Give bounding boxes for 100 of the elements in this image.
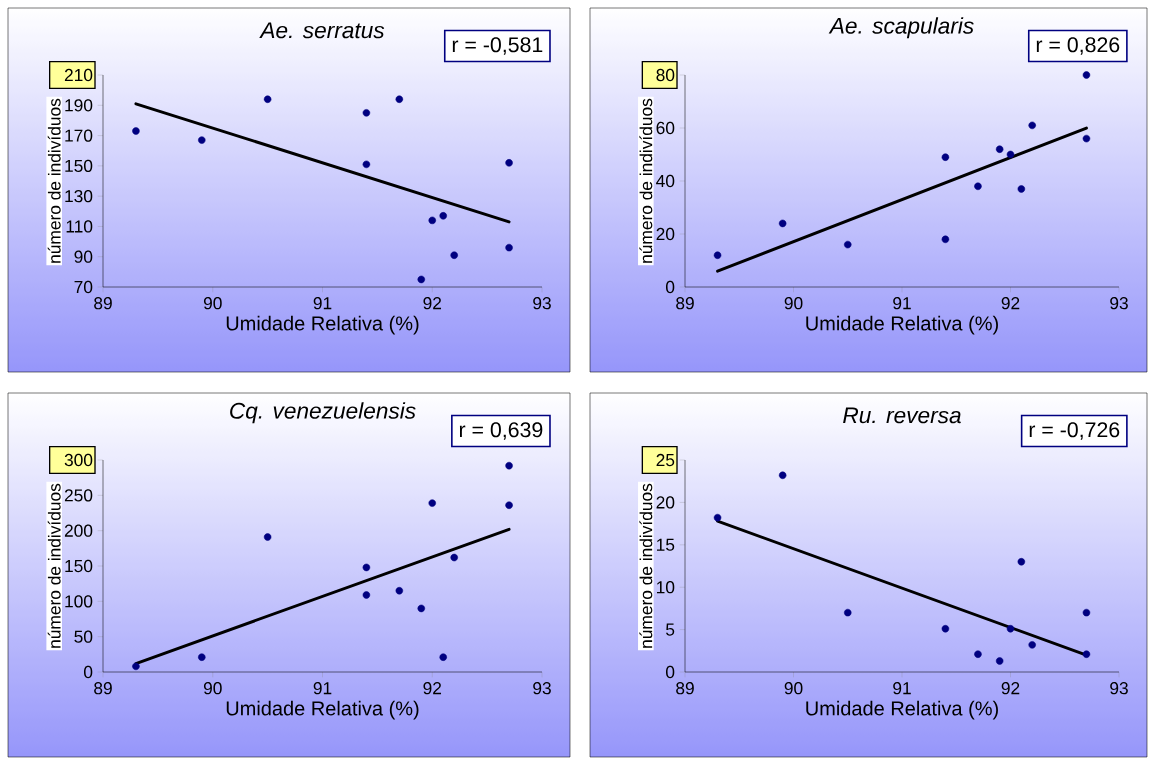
y-tick-label: 5: [666, 623, 675, 636]
y-axis-title: número de indivíduos: [639, 98, 653, 263]
point: [713, 251, 722, 259]
y-tick-label: 190: [65, 99, 93, 112]
x-tick-label: 89: [676, 682, 694, 695]
point: [974, 182, 982, 191]
x-tick-label: 92: [1001, 297, 1020, 310]
text: r = -0,726: [1029, 422, 1120, 440]
x-tick-label: 93: [533, 682, 551, 695]
point: [1017, 558, 1026, 566]
x-tick-label: 92: [423, 297, 442, 310]
x-tick-label: 89: [676, 297, 694, 310]
y-tick-label: 300: [64, 453, 93, 467]
y-axis-title: número de indivíduos: [47, 483, 61, 648]
point: [428, 216, 436, 225]
point: [362, 563, 371, 572]
point: [778, 471, 787, 480]
y-tick-label: 170: [65, 129, 93, 142]
point: [132, 662, 140, 671]
y-tick-label: 110: [66, 220, 93, 233]
chart-title: Ae. scapularis: [828, 17, 974, 39]
text: r = 0,639: [459, 422, 543, 440]
x-axis-title: Umidade Relativa (%): [226, 700, 419, 720]
point: [362, 109, 371, 117]
x-tick-label: 93: [533, 297, 551, 310]
point: [263, 533, 272, 541]
point: [1082, 608, 1091, 617]
x-axis-title: Umidade Relativa (%): [226, 315, 419, 335]
point: [505, 501, 513, 509]
point: [198, 136, 206, 144]
y-tick-label: 200: [64, 524, 93, 537]
chart-title: Cq. venezuelensis: [230, 402, 416, 424]
x-tick-label: 92: [423, 682, 442, 695]
y-tick-label: 10: [657, 581, 675, 594]
point: [713, 513, 722, 522]
point: [417, 275, 426, 284]
y-tick-label: 130: [65, 190, 93, 203]
point: [505, 159, 513, 167]
chart-title: Ru. reversa: [843, 407, 961, 424]
point: [941, 153, 950, 161]
x-tick-label: 91: [893, 297, 911, 310]
point: [198, 653, 206, 661]
point: [974, 650, 982, 658]
point: [1006, 150, 1015, 159]
point: [1082, 134, 1091, 143]
point: [1082, 71, 1091, 79]
point: [395, 587, 404, 595]
x-tick-label: 93: [1110, 297, 1128, 310]
y-tick-label: 60: [656, 121, 675, 135]
y-tick-label: 40: [656, 174, 675, 188]
point: [505, 461, 513, 470]
y-tick-label: 15: [657, 538, 675, 551]
point: [132, 127, 140, 135]
point: [941, 235, 950, 244]
point: [362, 591, 371, 599]
x-tick-label: 91: [313, 682, 332, 695]
y-axis-title: número de indivíduos: [47, 98, 61, 263]
point: [450, 553, 458, 562]
point: [995, 657, 1004, 665]
point: [1006, 625, 1015, 633]
point: [844, 608, 852, 617]
y-tick-label: 150: [65, 159, 93, 172]
chart-title: Ae. serratus: [259, 22, 385, 39]
y-tick-label: 20: [656, 496, 675, 509]
point: [439, 653, 447, 661]
y-tick-label: 250: [64, 489, 93, 502]
x-tick-label: 89: [94, 297, 112, 310]
x-tick-label: 90: [784, 297, 803, 310]
y-tick-label: 20: [656, 227, 675, 241]
y-tick-label: 0: [665, 280, 675, 294]
text: r = 0,826: [1036, 37, 1120, 55]
x-tick-label: 92: [1001, 682, 1020, 695]
point: [1028, 641, 1036, 649]
x-tick-label: 90: [784, 682, 803, 695]
text: r = -0,581: [452, 37, 543, 55]
point: [1028, 121, 1036, 130]
y-tick-label: 50: [74, 630, 93, 643]
point: [1082, 650, 1091, 658]
y-axis-title: número de indivíduos: [639, 483, 653, 648]
y-tick-label: 90: [74, 250, 93, 263]
x-tick-label: 90: [203, 682, 222, 695]
x-tick-label: 89: [94, 682, 112, 695]
point: [428, 499, 436, 507]
point: [263, 95, 272, 103]
y-tick-label: 0: [665, 665, 675, 679]
x-axis-title: Umidade Relativa (%): [806, 315, 998, 335]
x-tick-label: 93: [1110, 682, 1128, 695]
point: [395, 95, 404, 103]
point: [778, 219, 787, 228]
x-axis-title: Umidade Relativa (%): [806, 700, 998, 720]
point: [417, 604, 426, 613]
y-tick-label: 0: [83, 665, 93, 679]
y-tick-label: 210: [64, 68, 93, 82]
point: [439, 212, 447, 220]
y-tick-label: 150: [65, 559, 93, 573]
point: [505, 243, 513, 252]
point: [450, 251, 458, 259]
y-tick-label: 25: [656, 453, 675, 467]
point: [941, 625, 950, 633]
x-tick-label: 91: [313, 297, 332, 310]
